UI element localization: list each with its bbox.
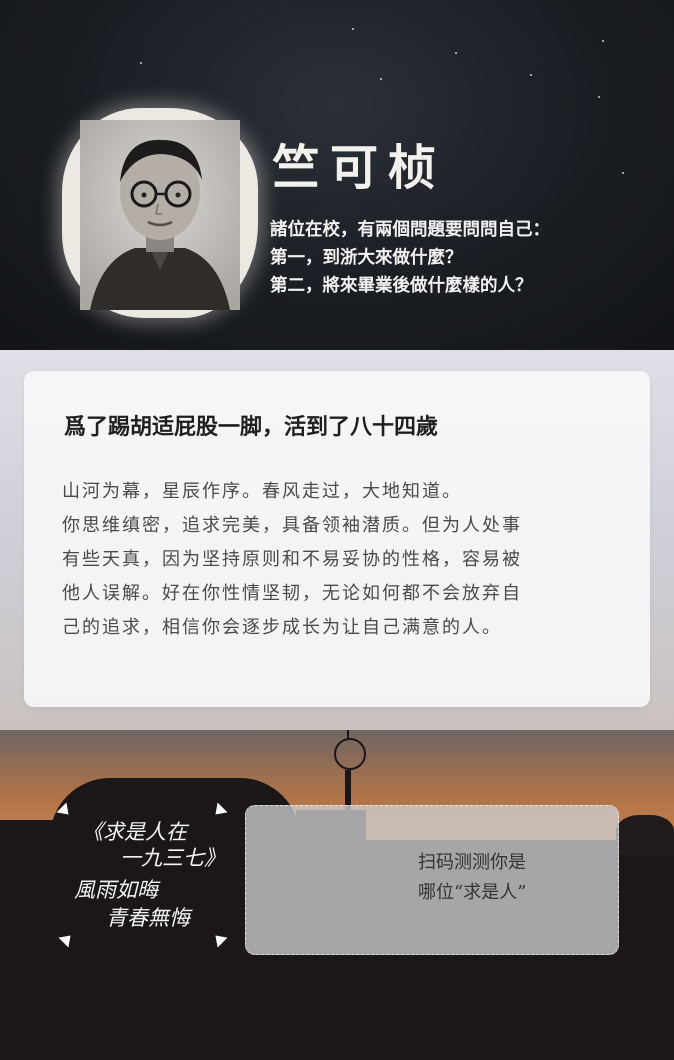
person-name: 竺可桢	[272, 140, 447, 196]
motto-line: 一九三七》	[120, 846, 225, 870]
header-section: 竺可桢 諸位在校，有兩個問題要問問自己： 第一，到浙大來做什麼？ 第二，將來畢業…	[0, 0, 674, 350]
quote-line: 諸位在校，有兩個問題要問問自己：	[270, 220, 550, 240]
motto-line: 青春無悔	[106, 906, 190, 930]
tower-spire	[347, 730, 349, 740]
card-line: 有些天真，因为坚持原则和不易妥协的性格，容易被	[62, 549, 522, 570]
star-decoration	[380, 78, 382, 80]
star-decoration	[530, 74, 532, 76]
motto-block: 《求是人在 一九三七》 風雨如晦 青春無悔	[70, 818, 230, 948]
qr-prompt-line: 扫码测测你是	[418, 852, 526, 873]
qr-prompt-box[interactable]: 扫码测测你是 哪位“求是人”	[245, 805, 619, 955]
star-decoration	[622, 172, 624, 174]
portrait-image	[80, 120, 240, 310]
portrait-frame	[62, 108, 258, 318]
card-line: 山河为幕，星辰作序。春风走过，大地知道。	[62, 481, 462, 502]
quote-line: 第二，將來畢業後做什麼樣的人？	[270, 276, 533, 296]
qr-prompt-text: 扫码测测你是 哪位“求是人”	[418, 848, 526, 908]
card-line: 己的追求，相信你会逐步成长为让自己满意的人。	[62, 617, 502, 638]
star-decoration	[455, 52, 457, 54]
card-body: 山河为幕，星辰作序。春风走过，大地知道。 你思维缜密，追求完美，具备领袖潜质。但…	[62, 475, 622, 645]
card-title: 爲了踢胡适屁股一脚，活到了八十四歲	[64, 414, 439, 440]
quote-line: 第一，到浙大來做什麼？	[270, 248, 463, 268]
card-line: 你思维缜密，追求完美，具备领袖潜质。但为人处事	[62, 515, 522, 536]
card-line: 他人误解。好在你性情坚韧，无论如何都不会放弃自	[62, 583, 522, 604]
result-card: 爲了踢胡适屁股一脚，活到了八十四歲 山河为幕，星辰作序。春风走过，大地知道。 你…	[24, 371, 650, 707]
star-decoration	[598, 96, 600, 98]
quote-block: 諸位在校，有兩個問題要問問自己： 第一，到浙大來做什麼？ 第二，將來畢業後做什麼…	[270, 216, 650, 300]
star-decoration	[352, 28, 354, 30]
tower-globe	[334, 738, 366, 770]
motto-line: 風雨如晦	[74, 878, 158, 902]
motto-line: 《求是人在	[82, 820, 187, 844]
star-decoration	[602, 40, 604, 42]
star-decoration	[140, 62, 142, 64]
tree-silhouette	[616, 815, 674, 855]
qr-prompt-line: 哪位“求是人”	[418, 882, 527, 903]
